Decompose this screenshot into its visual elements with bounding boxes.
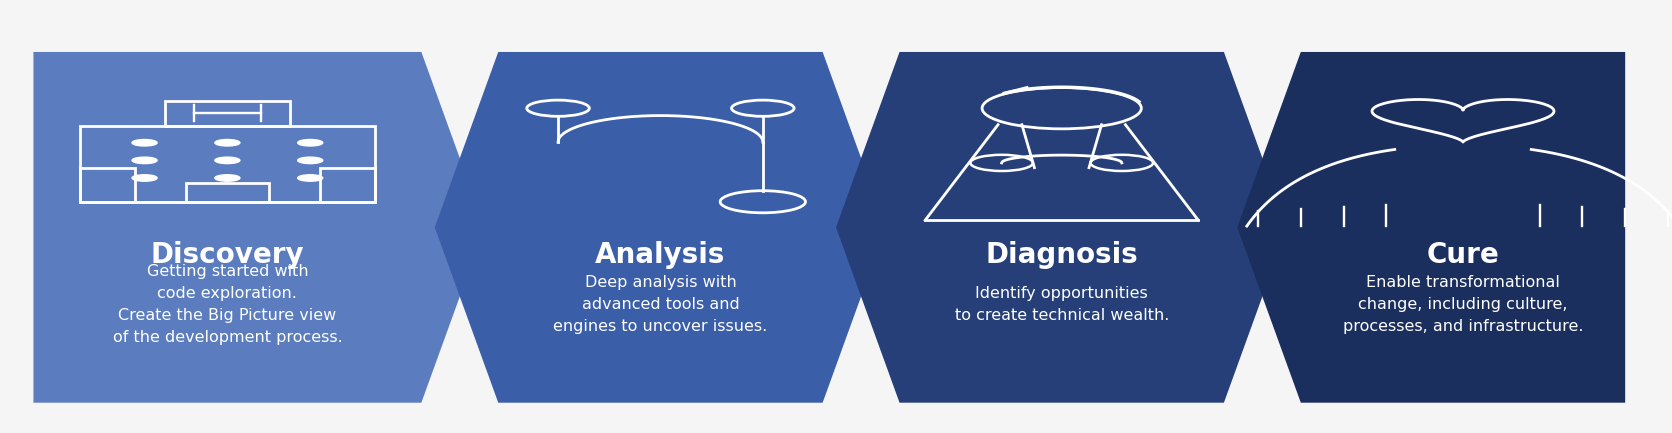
- Circle shape: [298, 175, 323, 181]
- Polygon shape: [33, 52, 485, 403]
- Circle shape: [216, 139, 239, 146]
- Text: Identify opportunities
to create technical wealth.: Identify opportunities to create technic…: [955, 286, 1169, 323]
- Circle shape: [216, 157, 239, 164]
- Circle shape: [216, 175, 239, 181]
- Bar: [166, 101, 289, 126]
- Text: Analysis: Analysis: [595, 241, 726, 269]
- Polygon shape: [435, 52, 886, 403]
- Bar: [80, 126, 375, 203]
- Polygon shape: [1237, 52, 1625, 403]
- Circle shape: [132, 139, 157, 146]
- Text: Enable transformational
change, including culture,
processes, and infrastructure: Enable transformational change, includin…: [1343, 275, 1583, 334]
- Bar: [80, 168, 135, 203]
- Text: Deep analysis with
advanced tools and
engines to uncover issues.: Deep analysis with advanced tools and en…: [553, 275, 767, 334]
- Text: Discovery: Discovery: [150, 241, 304, 269]
- Text: Cure: Cure: [1426, 241, 1500, 269]
- Circle shape: [132, 175, 157, 181]
- Circle shape: [298, 139, 323, 146]
- Text: Getting started with
code exploration.
Create the Big Picture view
of the develo: Getting started with code exploration. C…: [112, 264, 343, 345]
- Bar: [186, 183, 269, 203]
- Bar: [319, 168, 375, 203]
- Text: Diagnosis: Diagnosis: [985, 241, 1139, 269]
- Circle shape: [132, 157, 157, 164]
- Circle shape: [298, 157, 323, 164]
- Polygon shape: [836, 52, 1287, 403]
